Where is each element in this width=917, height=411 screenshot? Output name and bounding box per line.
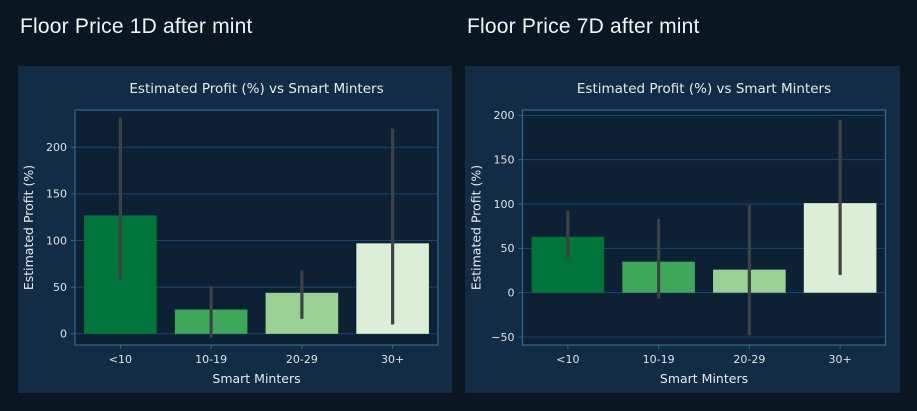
figure-floor-price-7d: −50 0 50 100 150 200 <10 10-19 20-29 30+ Estimated… (465, 66, 900, 393)
chart-title: Estimated Profit (%) vs Smart Minters (129, 81, 383, 97)
x-tick-label: 30+ (829, 353, 852, 366)
bar-chart: −50 0 50 100 150 200 <10 10-19 20-29 30+ Estimated… (469, 81, 887, 386)
x-tick-label: 20-29 (286, 353, 318, 366)
y-tick-label: 100 (46, 234, 67, 247)
y-tick-label: 0 (508, 286, 515, 299)
panel-floor-price-1d: Floor Price 1D after mint 0 50 100 150 200 <1… (18, 0, 452, 393)
y-tick-label: 100 (494, 198, 515, 211)
y-tick-label: 50 (501, 242, 515, 255)
chart-title: Estimated Profit (%) vs Smart Minters (577, 81, 831, 97)
dashboard: Floor Price 1D after mint 0 50 100 150 200 <1… (18, 0, 900, 393)
y-tick-label: 150 (494, 153, 515, 166)
y-axis-label: Estimated Profit (%) (21, 165, 36, 290)
y-tick-label: 150 (46, 188, 67, 201)
y-tick-label: 200 (46, 141, 67, 154)
heading-floor-price-1d: Floor Price 1D after mint (20, 15, 253, 38)
y-tick-label: −50 (491, 331, 514, 344)
x-tick-label: 10-19 (643, 353, 675, 366)
y-axis-label: Estimated Profit (%) (469, 165, 484, 290)
figure-floor-price-1d: 0 50 100 150 200 <10 10-19 20-29 30+ Estimated Pr… (18, 66, 452, 393)
x-axis-label: Smart Minters (212, 371, 300, 386)
bar-chart: 0 50 100 150 200 <10 10-19 20-29 30+ Estimated Pr… (21, 81, 439, 386)
x-tick-label: <10 (109, 353, 132, 366)
x-tick-label: <10 (556, 353, 579, 366)
y-tick-label: 50 (53, 281, 67, 294)
plot-border (74, 109, 439, 346)
panel-floor-price-7d: Floor Price 7D after mint −50 0 50 100 150 20… (465, 0, 900, 393)
x-axis-label: Smart Minters (660, 371, 748, 386)
y-tick-label: 0 (60, 328, 67, 341)
x-tick-label: 30+ (381, 353, 404, 366)
plot-border (521, 109, 887, 346)
x-tick-label: 20-29 (733, 353, 765, 366)
x-tick-label: 10-19 (195, 353, 227, 366)
y-tick-label: 200 (494, 109, 515, 122)
heading-floor-price-7d: Floor Price 7D after mint (467, 15, 700, 38)
